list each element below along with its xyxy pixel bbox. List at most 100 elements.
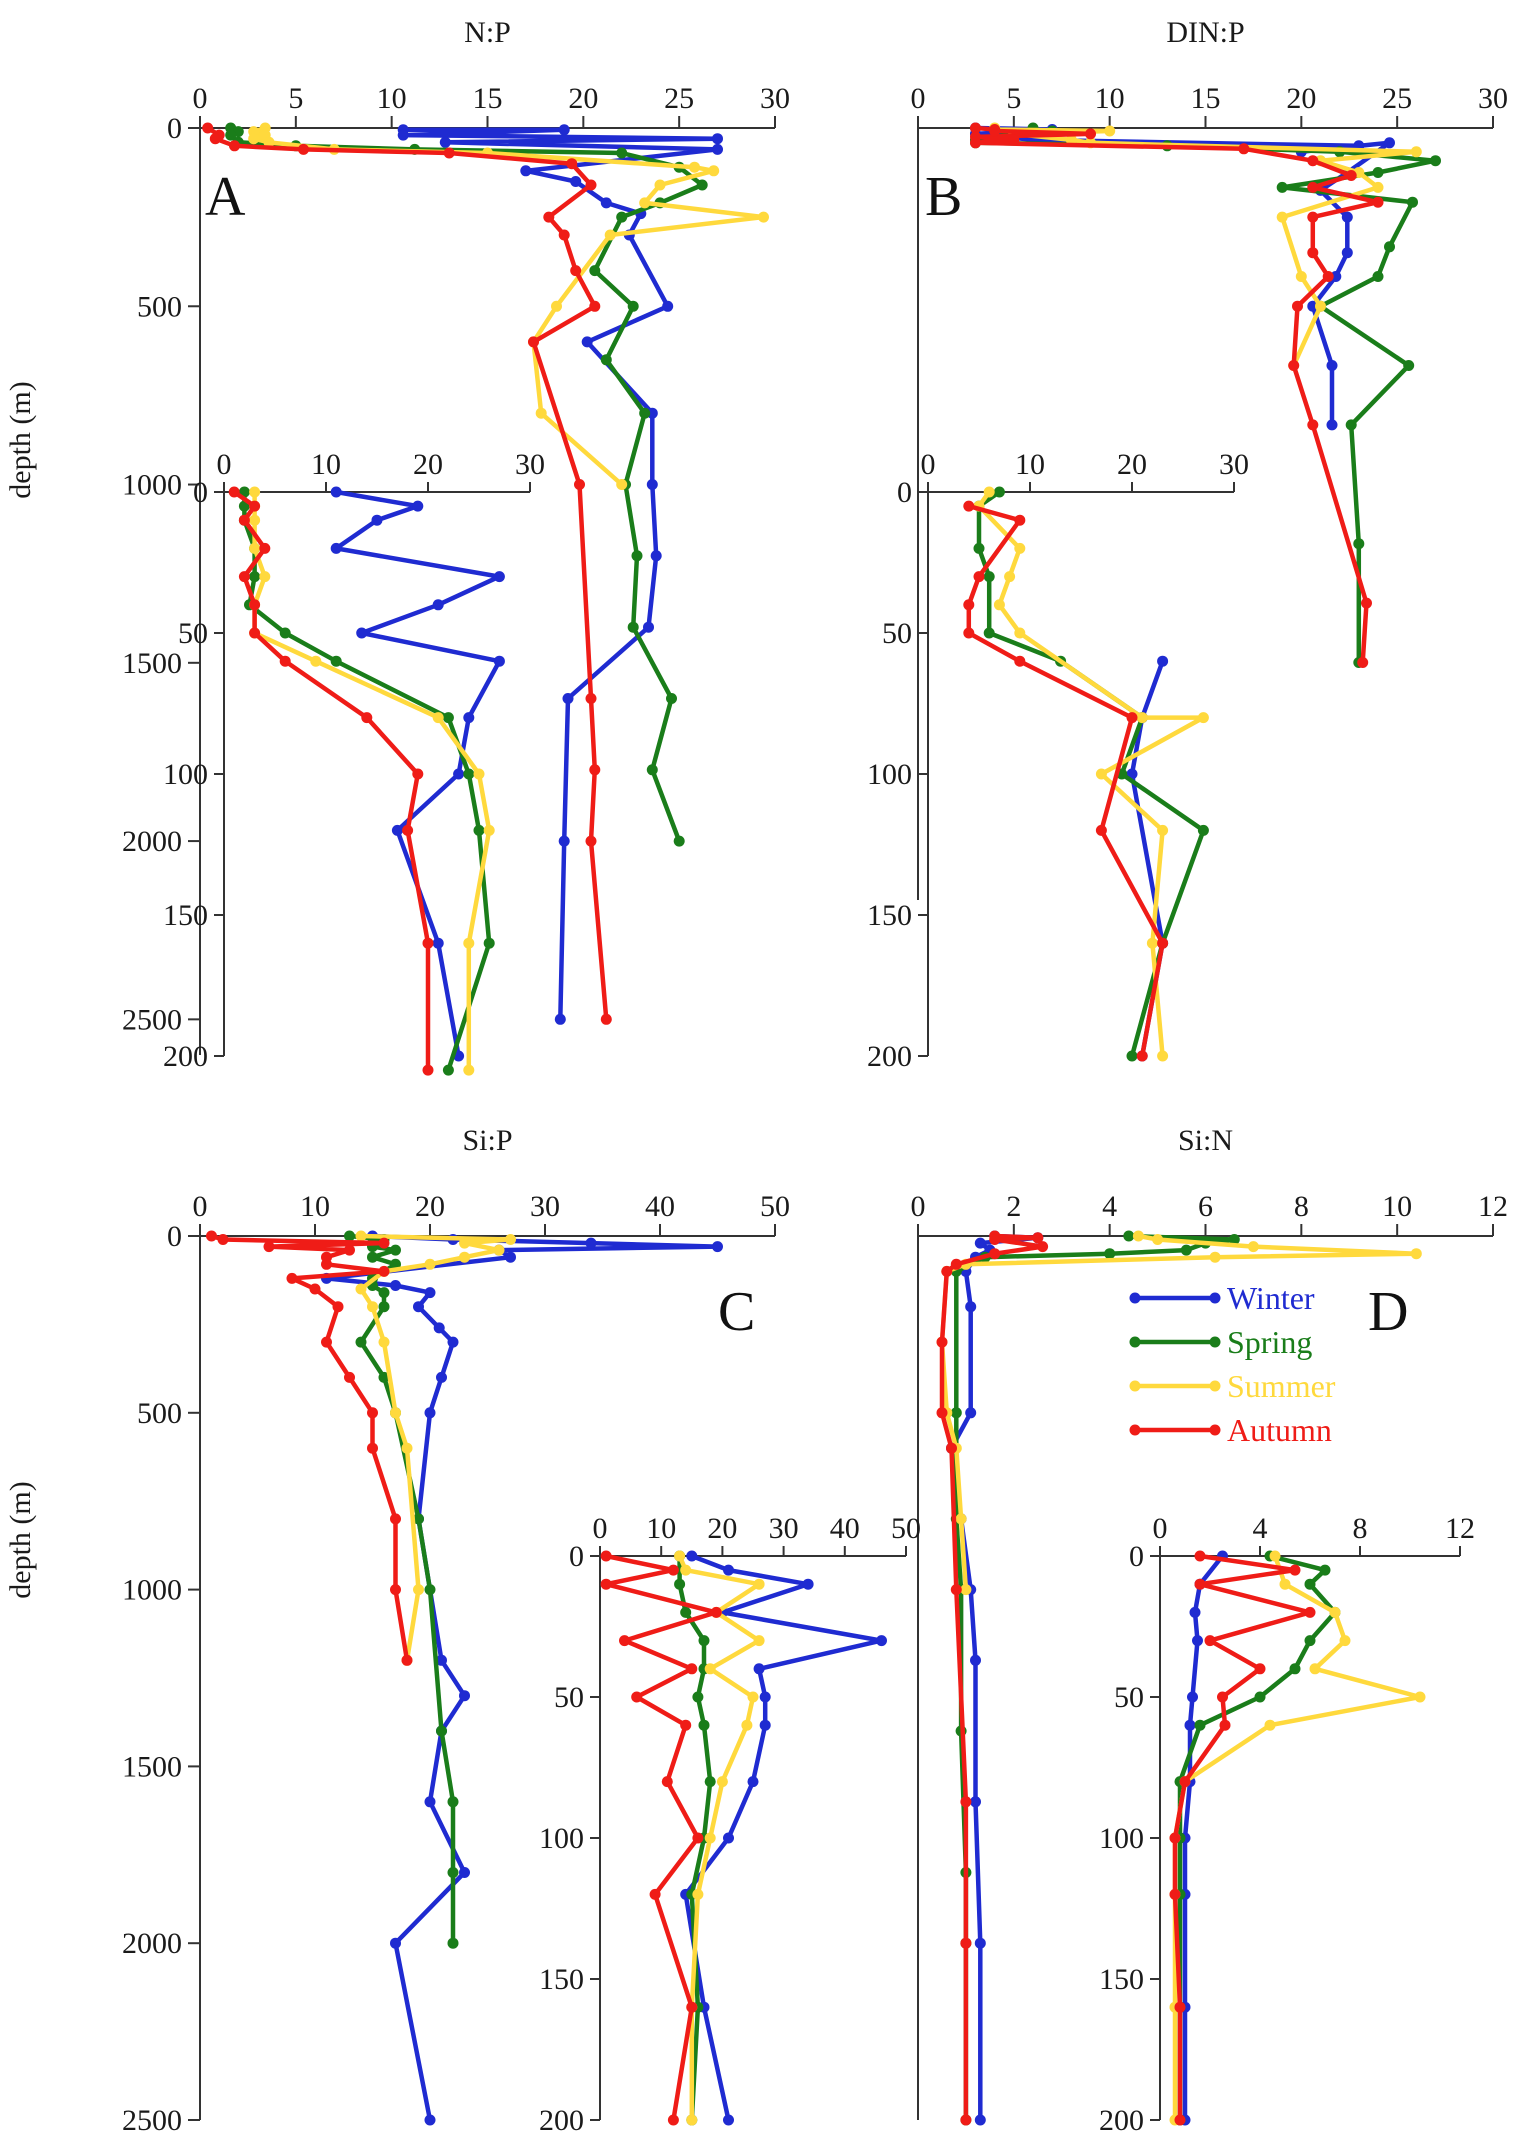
data-point-a-inset-autumn xyxy=(228,486,240,498)
data-point-a-winter xyxy=(712,133,723,145)
data-point-c-summer xyxy=(378,1336,390,1348)
data-point-c-inset-autumn xyxy=(600,1550,612,1562)
data-point-c-summer xyxy=(390,1407,401,1419)
data-point-a-inset-autumn xyxy=(422,1064,434,1076)
data-point-a-inset-summer xyxy=(432,712,444,724)
data-point-a-autumn xyxy=(543,211,555,223)
y-tick-label-a: 1500 xyxy=(122,647,182,680)
x-tick-label-c-inset: 50 xyxy=(891,1512,921,1545)
data-point-c-autumn xyxy=(378,1237,390,1249)
data-point-b-winter xyxy=(1384,137,1395,149)
data-point-a-inset-spring xyxy=(483,937,495,949)
data-point-d-inset-spring xyxy=(1319,1564,1331,1576)
data-point-c-winter xyxy=(585,1237,597,1249)
data-point-d-summer xyxy=(955,1513,967,1525)
data-point-b-inset-winter xyxy=(1157,655,1169,667)
data-point-b-autumn xyxy=(1292,300,1303,312)
x-tick-label-a: 20 xyxy=(568,82,598,115)
data-point-a-summer xyxy=(654,179,666,191)
series-line-d-summer xyxy=(939,1233,1419,1592)
data-point-b-inset-autumn xyxy=(1095,824,1107,836)
data-point-c-summer xyxy=(367,1301,378,1313)
data-point-b-summer xyxy=(1410,146,1422,158)
data-point-b-autumn xyxy=(1307,181,1319,193)
data-point-c-inset-spring xyxy=(680,1606,692,1618)
data-point-a-summer xyxy=(551,300,562,312)
data-point-d-inset-winter xyxy=(1187,1691,1198,1703)
data-point-a-inset-spring xyxy=(279,627,291,639)
data-point-b-inset-summer xyxy=(993,599,1005,611)
data-point-a-autumn xyxy=(585,693,597,704)
data-point-b-spring xyxy=(1345,419,1357,431)
data-point-a-summer xyxy=(758,211,769,223)
legend-label-summer: Summer xyxy=(1227,1368,1336,1404)
data-point-a-inset-autumn xyxy=(249,627,261,639)
data-point-c-summer xyxy=(459,1251,470,1263)
data-point-a-autumn xyxy=(600,1013,612,1025)
data-point-d-autumn xyxy=(989,1234,1001,1245)
data-point-b-inset-summer xyxy=(1014,542,1026,554)
data-point-a-spring xyxy=(639,407,651,419)
data-point-a-spring xyxy=(600,354,612,366)
data-point-a-inset-winter xyxy=(356,627,368,639)
y-tick-label-c: 2500 xyxy=(122,2104,182,2137)
x-tick-label-c-inset: 40 xyxy=(830,1512,860,1545)
data-point-a-inset-spring xyxy=(442,712,454,724)
data-point-c-inset-winter xyxy=(686,1550,698,1562)
data-point-a-winter xyxy=(397,129,409,141)
data-point-b-inset-summer xyxy=(1136,712,1148,724)
data-point-b-inset-spring xyxy=(1197,824,1209,836)
x-tick-label-d: 6 xyxy=(1198,1190,1213,1223)
y-tick-label-d-inset: 50 xyxy=(1114,1681,1144,1714)
x-tick-label-a: 10 xyxy=(377,82,407,115)
panel-title-c: Si:P xyxy=(462,1124,512,1157)
data-point-d-inset-summer xyxy=(1329,1606,1341,1618)
data-point-a-inset-autumn xyxy=(402,824,414,836)
data-point-b-autumn xyxy=(970,137,981,149)
data-point-c-inset-winter xyxy=(747,1776,759,1788)
x-tick-label-c: 0 xyxy=(193,1190,208,1223)
data-point-b-winter xyxy=(1330,271,1342,282)
x-tick-label-c: 20 xyxy=(415,1190,445,1223)
data-point-a-winter xyxy=(600,197,612,209)
x-tick-label-c-inset: 30 xyxy=(769,1512,799,1545)
data-point-b-inset-autumn xyxy=(963,599,975,611)
data-point-c-inset-autumn xyxy=(686,2001,698,2013)
data-point-a-inset-autumn xyxy=(361,712,373,724)
x-tick-label-c-inset: 0 xyxy=(593,1512,608,1545)
x-tick-label-b: 10 xyxy=(1095,82,1125,115)
data-point-a-autumn xyxy=(528,336,539,348)
data-point-a-inset-spring xyxy=(249,571,261,583)
data-point-d-spring xyxy=(1228,1234,1240,1245)
data-point-a-autumn xyxy=(585,835,597,847)
data-point-a-winter xyxy=(554,1013,566,1025)
data-point-a-winter xyxy=(646,407,658,419)
data-point-d-autumn xyxy=(1037,1241,1049,1253)
data-point-b-inset-summer xyxy=(1095,768,1107,780)
y-tick-label-b-inset: 150 xyxy=(867,899,912,932)
x-tick-label-d-inset: 8 xyxy=(1353,1512,1368,1545)
series-line-b-inset-summer xyxy=(976,489,1206,1059)
x-tick-label-a: 30 xyxy=(760,82,790,115)
y-tick-label-a: 2000 xyxy=(122,825,182,858)
data-point-d-inset-autumn xyxy=(1289,1564,1301,1576)
data-point-b-autumn xyxy=(970,122,981,134)
data-point-a-inset-winter xyxy=(432,599,444,611)
data-point-b-autumn xyxy=(1238,143,1250,155)
data-point-d-summer xyxy=(1132,1230,1144,1242)
data-point-b-autumn xyxy=(989,125,1001,137)
data-point-b-autumn xyxy=(1307,419,1319,431)
data-point-c-autumn xyxy=(378,1265,390,1277)
data-point-a-inset-autumn xyxy=(412,768,424,780)
data-point-a-autumn xyxy=(202,122,214,134)
data-point-a-inset-spring xyxy=(463,768,475,780)
data-point-b-spring xyxy=(1353,538,1365,550)
data-point-c-autumn xyxy=(309,1283,321,1295)
x-tick-label-d: 12 xyxy=(1478,1190,1508,1223)
data-point-d-inset-autumn xyxy=(1179,1776,1191,1788)
y-tick-label-a: 1000 xyxy=(122,469,182,502)
y-tick-label-a-inset: 150 xyxy=(163,899,208,932)
y-tick-label-b-inset: 0 xyxy=(897,476,912,509)
data-point-c-inset-autumn xyxy=(619,1635,630,1647)
data-point-b-inset-autumn xyxy=(1014,655,1026,667)
